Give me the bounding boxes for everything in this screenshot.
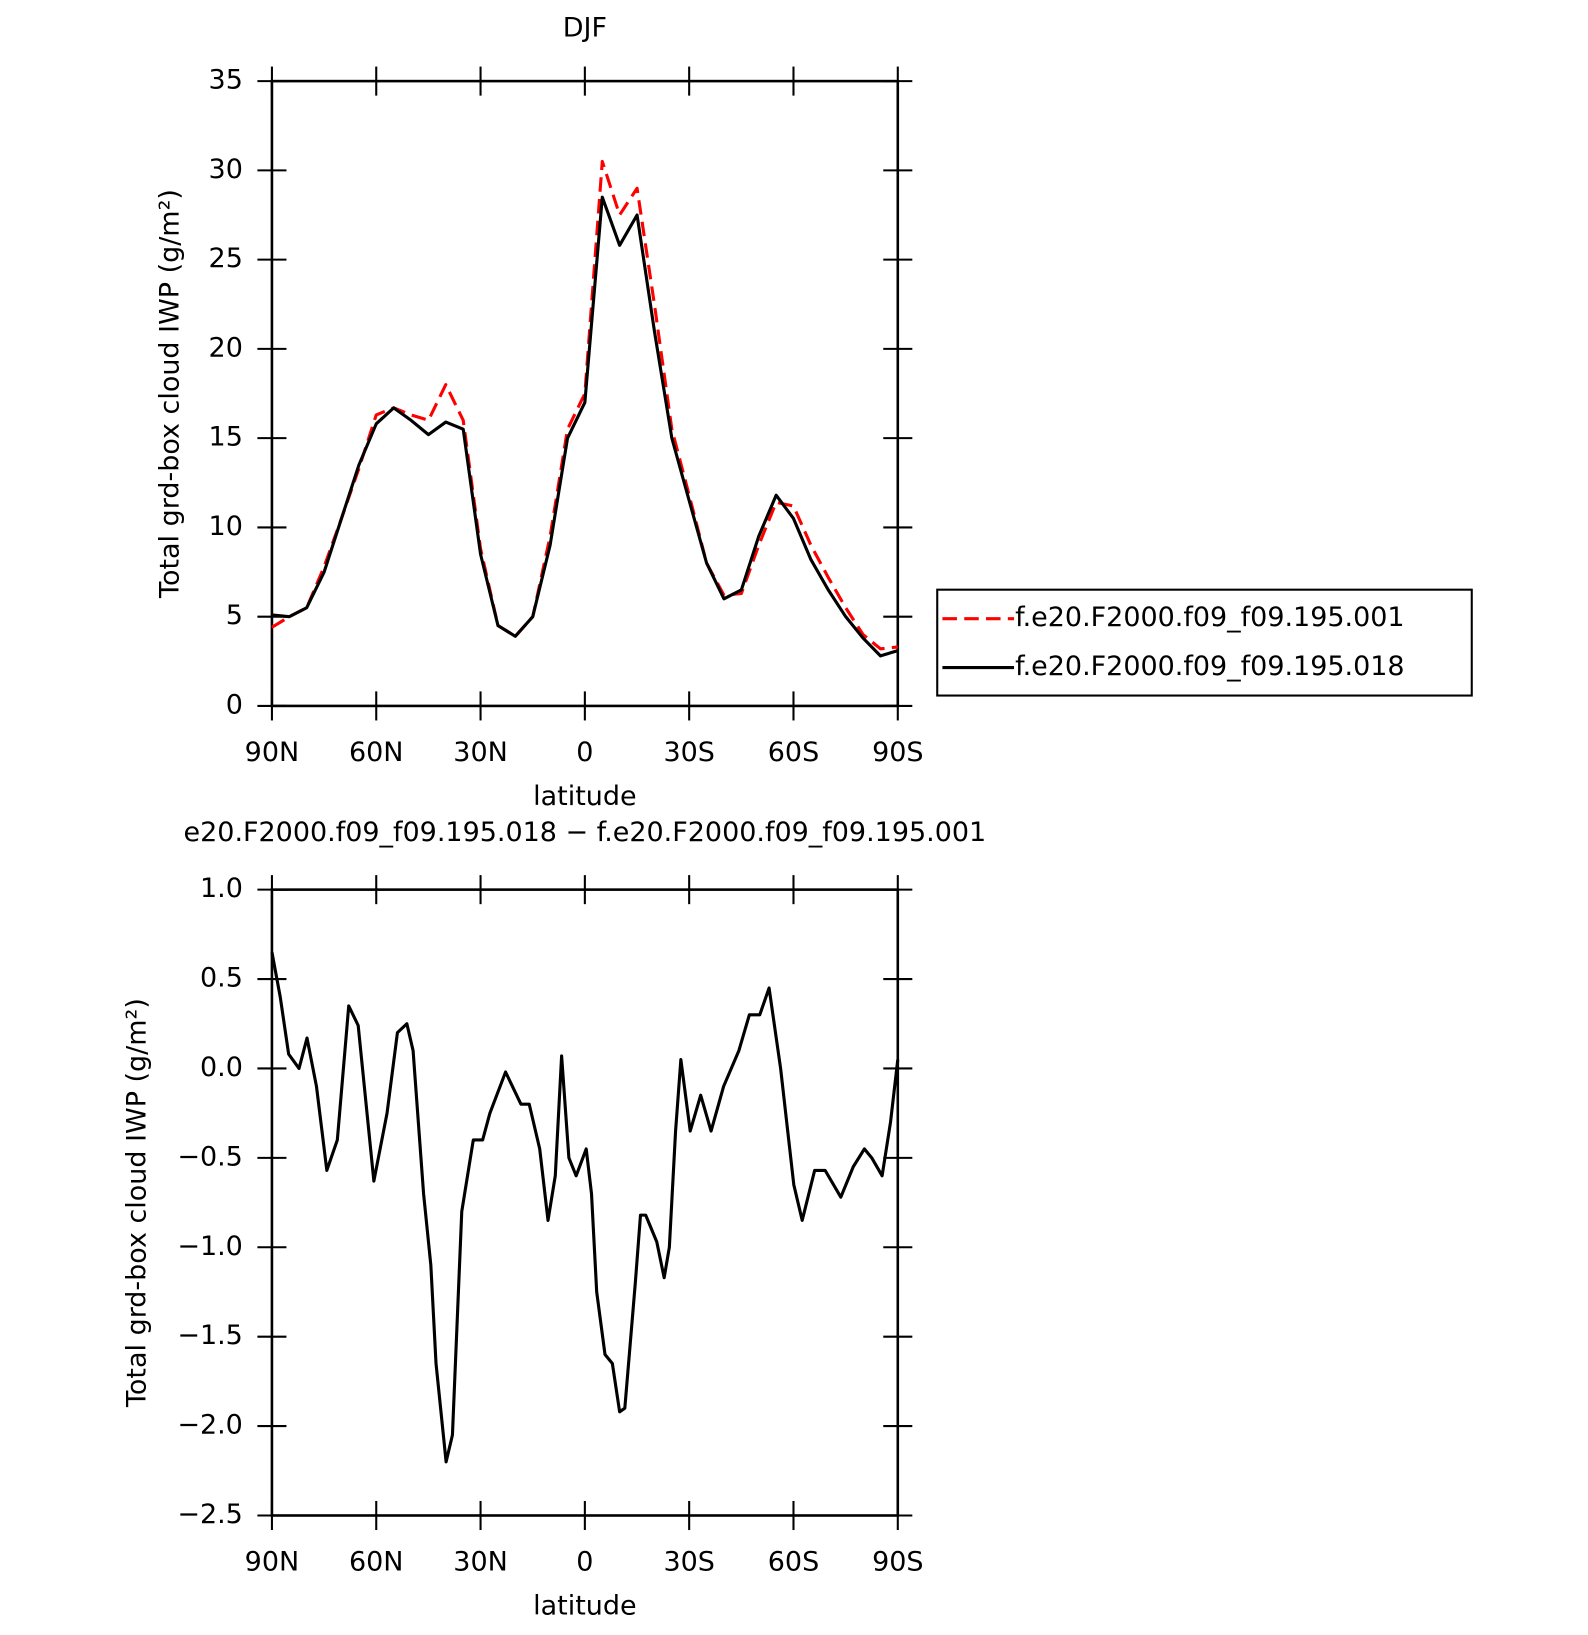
legend-label: f.e20.F2000.f09_f09.195.001: [1015, 602, 1405, 633]
y-tick-label: 0.0: [200, 1052, 243, 1083]
plot-frame: [270, 888, 900, 1517]
x-tick-label: 30S: [663, 737, 714, 768]
y-tick-label: 20: [209, 332, 243, 363]
x-tick-label: 60N: [349, 737, 403, 768]
y-axis-label: Total grd-box cloud IWP (g/m²): [122, 998, 153, 1408]
x-tick-label: 90S: [872, 737, 923, 768]
y-tick-label: 0: [226, 689, 243, 720]
series-line: [271, 195, 899, 658]
x-tick-label: 60S: [768, 1547, 819, 1578]
series-line: [271, 159, 898, 651]
x-tick-label: 90N: [245, 737, 299, 768]
x-tick-label: 0: [576, 1547, 593, 1578]
chart-title: DJF: [563, 13, 607, 44]
y-tick-label: −2.5: [177, 1499, 243, 1530]
x-tick-label: 30S: [663, 1547, 714, 1578]
x-tick-label: 60S: [768, 737, 819, 768]
x-tick-label: 90S: [872, 1547, 923, 1578]
y-tick-label: 15: [209, 422, 243, 453]
x-axis-label: latitude: [533, 781, 636, 812]
y-axis-label: Total grd-box cloud IWP (g/m²): [155, 189, 186, 599]
y-tick-label: 5: [226, 600, 243, 631]
y-tick-label: 0.5: [200, 963, 243, 994]
legend-frame: [936, 588, 1473, 697]
y-tick-label: −0.5: [177, 1141, 243, 1172]
x-axis-label: latitude: [533, 1590, 636, 1621]
x-tick-label: 90N: [245, 1547, 299, 1578]
y-tick-label: 35: [209, 65, 243, 96]
x-tick-label: 60N: [349, 1547, 403, 1578]
y-tick-label: −1.5: [177, 1320, 243, 1351]
legend-label: f.e20.F2000.f09_f09.195.018: [1015, 651, 1405, 682]
y-tick-label: −2.0: [177, 1410, 243, 1441]
x-tick-label: 30N: [453, 737, 507, 768]
series-line: [270, 951, 900, 1464]
y-tick-label: 1.0: [200, 873, 243, 904]
x-tick-label: 0: [576, 737, 593, 768]
y-tick-label: 25: [209, 243, 243, 274]
chart-title: e20.F2000.f09_f09.195.018 − f.e20.F2000.…: [184, 817, 987, 848]
x-tick-label: 30N: [453, 1547, 507, 1578]
y-tick-label: 10: [209, 511, 243, 542]
y-tick-label: 30: [209, 154, 243, 185]
y-tick-label: −1.0: [177, 1231, 243, 1262]
